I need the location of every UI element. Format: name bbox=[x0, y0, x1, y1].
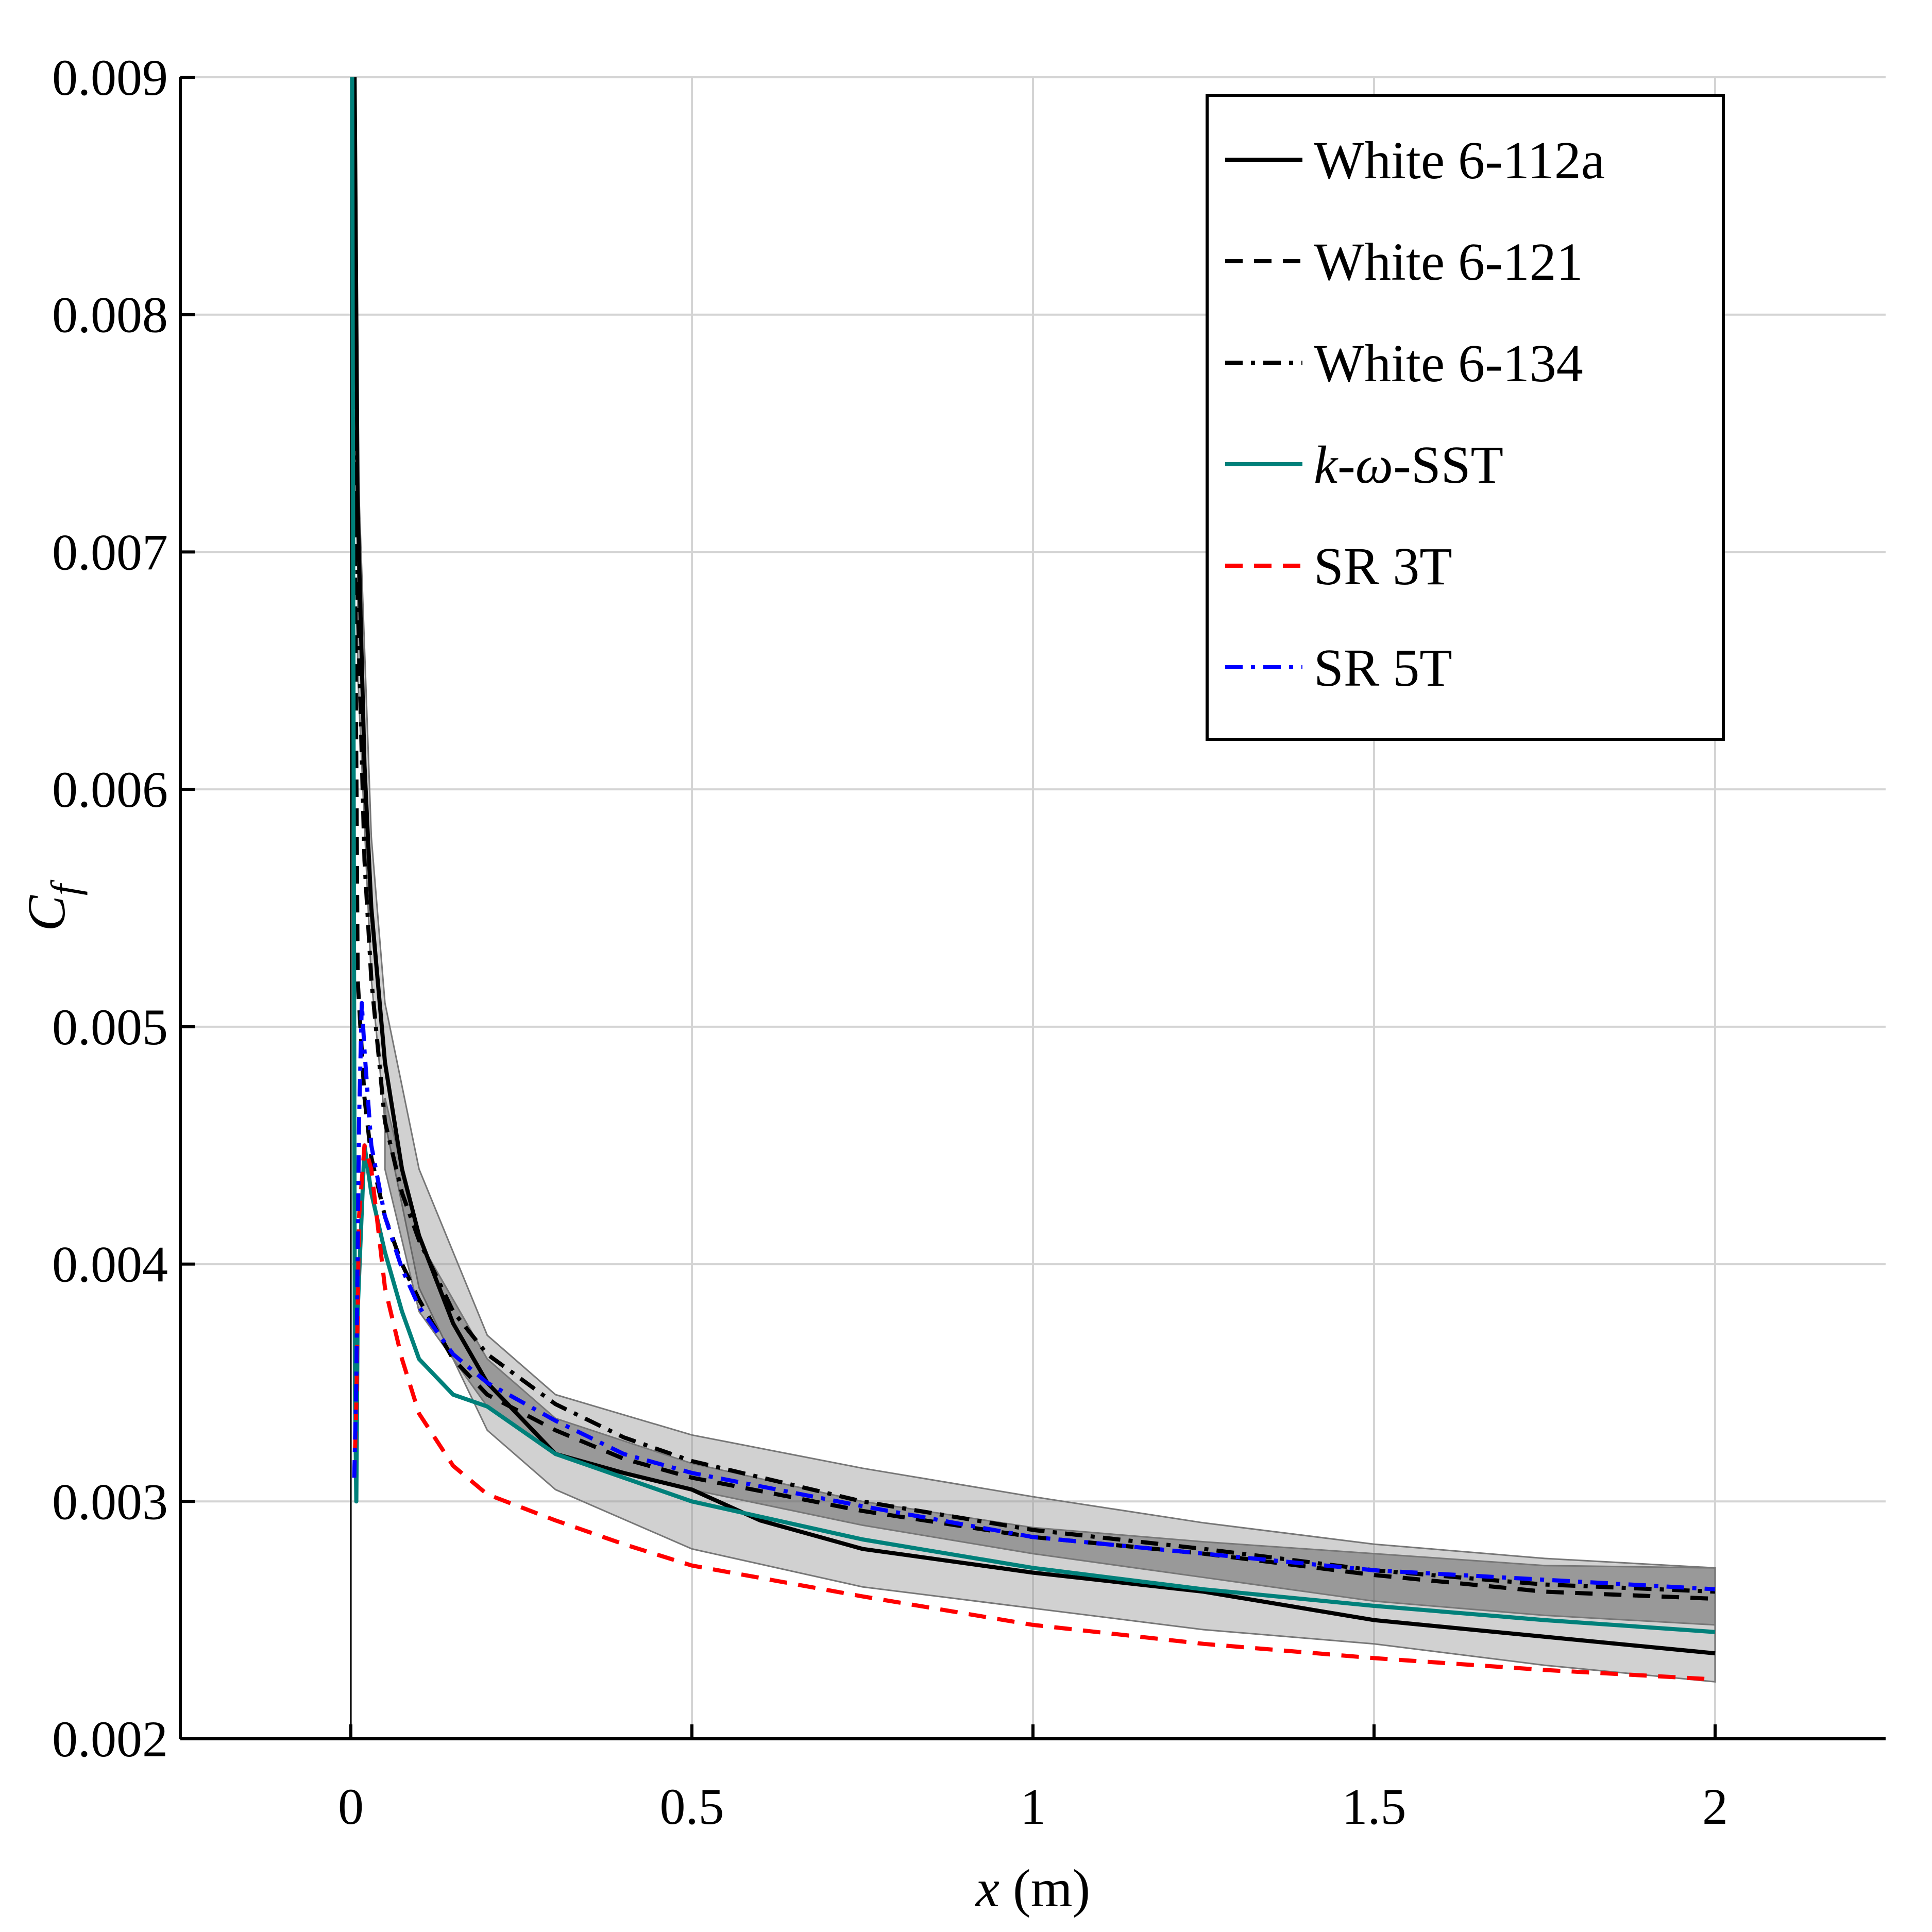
y-ticks: 0.002 0.003 0.004 0.005 0.006 0.007 0.008 0.009 bbox=[52, 49, 195, 1768]
y-tick-label: 0.004 bbox=[52, 1236, 168, 1293]
x-axis-title: x (m) bbox=[975, 1859, 1090, 1918]
y-tick-label: 0.002 bbox=[52, 1710, 168, 1768]
x-tick-label: 0.5 bbox=[660, 1778, 724, 1835]
series-line-sr-3t bbox=[352, 1143, 1716, 1682]
x-axis-variable: x bbox=[975, 1859, 999, 1918]
legend-label-text: White 6-121 bbox=[1314, 232, 1583, 292]
legend-label: White 6-134 bbox=[1314, 334, 1583, 393]
y-tick-label: 0.003 bbox=[52, 1473, 168, 1530]
x-tick-label: 1.5 bbox=[1342, 1778, 1406, 1835]
y-tick-label: 0.005 bbox=[52, 998, 168, 1056]
legend-label-text: White 6-134 bbox=[1314, 334, 1583, 393]
y-tick-label: 0.007 bbox=[52, 523, 168, 581]
x-tick-label: 2 bbox=[1702, 1778, 1728, 1835]
y-tick-label: 0.009 bbox=[52, 49, 168, 106]
legend-label: SR 3T bbox=[1314, 537, 1452, 596]
legend-box bbox=[1206, 94, 1725, 741]
legend-items: White 6-112a White 6-121 White 6-134 k-ω-SS… bbox=[1225, 131, 1605, 698]
legend: White 6-112a White 6-121 White 6-134 k-ω-SS… bbox=[1206, 94, 1725, 741]
x-tick-label: 1 bbox=[1020, 1778, 1046, 1835]
x-tick-label: 0 bbox=[338, 1778, 364, 1835]
y-tick-label: 0.008 bbox=[52, 286, 168, 344]
series-line-white-6-134 bbox=[352, 125, 1716, 1594]
legend-label-text: SR 3T bbox=[1314, 537, 1452, 596]
series-line-white-6-121 bbox=[352, 433, 1716, 1601]
legend-label-italic: k-ω bbox=[1314, 435, 1393, 495]
y-axis-title: Cf bbox=[17, 879, 88, 931]
x-ticks: 0 0.5 1 1.5 2 bbox=[338, 1724, 1728, 1835]
data-series bbox=[350, 77, 1716, 1682]
legend-label: k-ω-SST bbox=[1314, 435, 1503, 495]
legend-label: SR 5T bbox=[1314, 638, 1452, 698]
legend-label-text: -SST bbox=[1393, 435, 1503, 495]
y-axis-variable: C bbox=[17, 895, 76, 931]
legend-label: White 6-112a bbox=[1314, 131, 1605, 190]
series-line-sr-5t bbox=[352, 1001, 1716, 1591]
x-axis-unit: (m) bbox=[999, 1859, 1090, 1918]
legend-label-text: White 6-112a bbox=[1314, 131, 1605, 190]
uncertainty-band bbox=[357, 457, 1716, 1683]
y-tick-label: 0.006 bbox=[52, 761, 168, 818]
legend-label: White 6-121 bbox=[1314, 232, 1583, 292]
legend-label-text: SR 5T bbox=[1314, 638, 1452, 698]
